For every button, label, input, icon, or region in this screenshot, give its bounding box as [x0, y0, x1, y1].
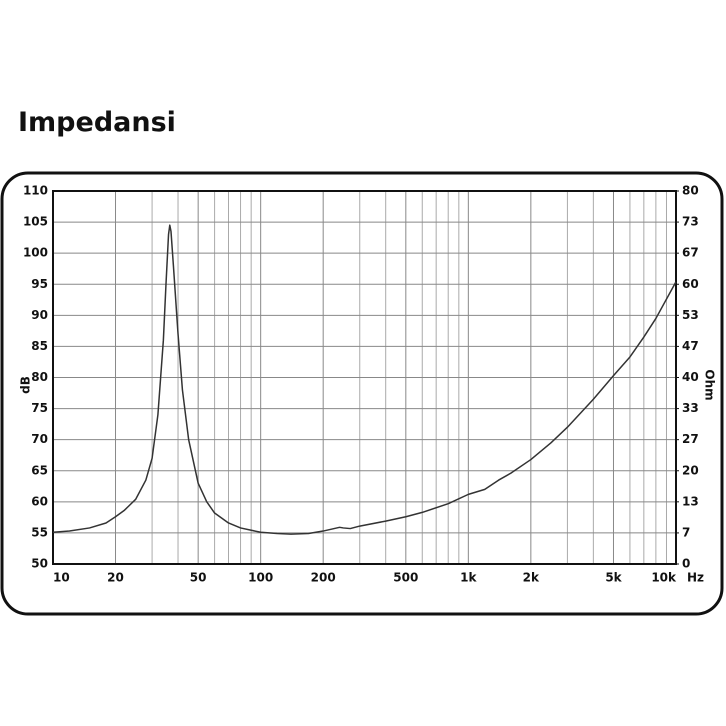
y-tick-label: 110	[23, 184, 48, 198]
frame	[0, 171, 724, 616]
chart-title: Impedansi	[18, 107, 176, 138]
y2-tick-label: 47	[682, 339, 699, 353]
y2-tick-label: 20	[682, 463, 699, 477]
y2-tick-label: 27	[682, 432, 699, 446]
y2-axis-label: Ohm	[703, 369, 717, 400]
y2-tick-label: 33	[682, 401, 699, 415]
y-tick-label: 70	[31, 432, 48, 446]
x-tick-label: 10	[53, 571, 70, 585]
y2-tick-label: 0	[682, 557, 690, 571]
x-tick-label: 5k	[605, 571, 622, 585]
plot-border	[52, 190, 677, 565]
y-tick-label: 95	[31, 277, 48, 291]
y-tick-label: 85	[31, 339, 48, 353]
y-tick-label: 105	[23, 215, 48, 229]
y2-tick-label: 60	[682, 277, 699, 291]
y-tick-label: 100	[23, 246, 48, 260]
x-tick-label: 50	[190, 571, 207, 585]
y-tick-label: 80	[31, 370, 48, 384]
y2-tick-label: 67	[682, 246, 699, 260]
y-tick-label: 55	[31, 525, 48, 539]
y-tick-label: 65	[31, 463, 48, 477]
y2-tick-label: 40	[682, 370, 699, 384]
x-tick-label: 200	[311, 571, 336, 585]
x-tick-label: 10k	[651, 571, 677, 585]
y-tick-label: 90	[31, 308, 48, 322]
y-tick-label: 50	[31, 557, 48, 571]
y2-tick-label: 7	[682, 525, 690, 539]
x-tick-label: 100	[248, 571, 273, 585]
y2-tick-label: 80	[682, 184, 699, 198]
y2-tick-label: 13	[682, 494, 699, 508]
y2-tick-label: 73	[682, 215, 699, 229]
y-axis-label: dB	[19, 376, 33, 394]
x-tick-label: 1k	[460, 571, 477, 585]
y-tick-label: 60	[31, 494, 48, 508]
y-tick-label: 75	[31, 401, 48, 415]
x-tick-label: 20	[107, 571, 124, 585]
y2-tick-label: 53	[682, 308, 699, 322]
x-axis-label: Hz	[687, 571, 704, 585]
impedance-curve	[52, 224, 677, 535]
x-tick-label: 2k	[523, 571, 540, 585]
x-tick-label: 500	[393, 571, 418, 585]
